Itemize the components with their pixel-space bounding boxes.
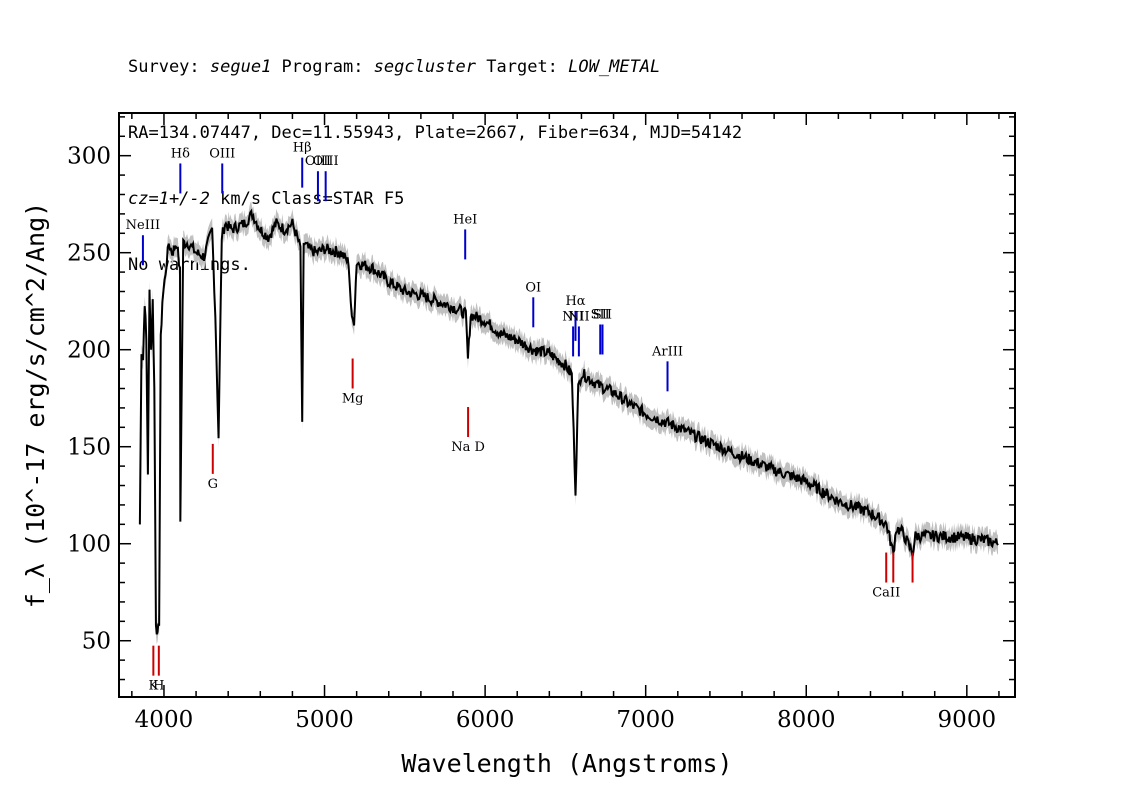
- emission-line-label: NeIII: [126, 218, 160, 233]
- x-tick-label: 4000: [135, 707, 194, 733]
- target-label: Target:: [476, 57, 569, 77]
- emission-line-label: SII: [591, 307, 610, 322]
- absorption-line-label: Mg: [342, 392, 364, 407]
- x-tick-label: 9000: [938, 707, 997, 733]
- y-tick-label: 200: [67, 338, 111, 364]
- absorption-line-label: CaII: [872, 586, 900, 601]
- emission-line-label: Hδ: [171, 146, 190, 161]
- absorption-line-label: H: [153, 679, 164, 694]
- emission-line-label: ArIII: [651, 344, 683, 359]
- header-line-coords: RA=134.07447, Dec=11.55943, Plate=2667, …: [128, 123, 743, 143]
- survey-value: segue1: [209, 57, 272, 77]
- y-tick-label: 100: [67, 532, 111, 558]
- y-tick-label: 150: [67, 435, 111, 461]
- target-value: LOW_METAL: [568, 57, 661, 77]
- absorption-line-label: K: [149, 679, 159, 694]
- spectrum-line: [138, 208, 999, 635]
- x-axis-title: Wavelength (Angstroms): [401, 749, 732, 778]
- y-tick-label: 50: [82, 629, 111, 655]
- noise-band: [139, 201, 998, 645]
- y-axis-title: f_λ (10^-17 erg/s/cm^2/Ang): [21, 202, 50, 608]
- emission-line-label: OIII: [313, 154, 339, 169]
- emission-line-label: OIII: [209, 146, 235, 161]
- program-label: Program:: [271, 57, 374, 77]
- emission-line-label: OIII: [305, 154, 331, 169]
- x-tick-label: 6000: [456, 707, 515, 733]
- emission-line-label: SII: [593, 307, 612, 322]
- emission-line-label: Hβ: [293, 141, 312, 156]
- emission-line-label: Hα: [565, 294, 585, 309]
- spectrum-header: Survey: segue1 Program: segcluster Targe…: [128, 12, 742, 298]
- absorption-line-label: Na D: [451, 440, 485, 455]
- x-tick-label: 5000: [295, 707, 354, 733]
- y-tick-label: 300: [67, 144, 111, 170]
- absorption-line-label: G: [208, 477, 218, 492]
- survey-label: Survey:: [128, 57, 210, 77]
- program-value: segcluster: [373, 57, 477, 77]
- cz-value: cz=1+/-2: [128, 189, 210, 209]
- x-tick-label: 8000: [777, 707, 836, 733]
- emission-line-label: NII: [568, 309, 590, 324]
- emission-line-label: OI: [525, 280, 541, 295]
- y-tick-label: 250: [67, 241, 111, 267]
- emission-line-label: HeI: [453, 212, 477, 227]
- header-line-survey: Survey: segue1 Program: segcluster Targe…: [128, 56, 742, 78]
- x-tick-label: 7000: [616, 707, 675, 733]
- emission-line-label: NII: [562, 309, 584, 324]
- plot-frame: [118, 112, 1016, 698]
